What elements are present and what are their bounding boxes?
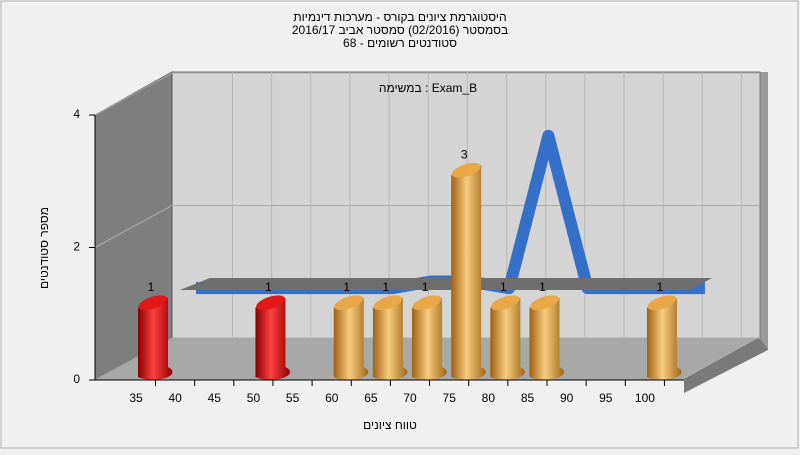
bar-top — [256, 295, 285, 311]
bar — [451, 165, 486, 380]
bar-top — [334, 295, 364, 311]
x-tick-label: 85 — [521, 391, 535, 405]
bar — [529, 297, 565, 380]
y-tick-label: 4 — [73, 107, 80, 121]
x-tick-label: 90 — [560, 391, 574, 405]
x-tick-label: 45 — [208, 391, 222, 405]
chart-title: היסטוגרמת ציונים בקורס - מערכות דינמיות — [293, 10, 506, 24]
value-label: 1 — [343, 280, 350, 294]
bar-top — [490, 295, 520, 311]
chart-subtitle: בסמסטר (02/2016) סמסטר אביב 2016/17 — [292, 23, 508, 37]
grid-line — [94, 205, 173, 248]
y-tick-label: 0 — [73, 372, 80, 386]
bar-top — [451, 162, 481, 178]
y-axis-label: מספר סטודנטים — [37, 207, 51, 289]
x-axis-label: טווח ציונים — [363, 418, 417, 432]
bar-top — [530, 295, 559, 311]
bar-top — [412, 295, 442, 311]
x-tick-label: 80 — [482, 391, 496, 405]
baseline-plane — [180, 278, 712, 290]
bar — [412, 297, 447, 380]
value-label: 1 — [265, 280, 272, 294]
value-label: 1 — [383, 280, 390, 294]
x-tick-label: 95 — [599, 391, 613, 405]
x-tick-label: 35 — [129, 391, 143, 405]
x-tick-label: 50 — [247, 391, 261, 405]
bar-top — [373, 295, 403, 311]
bar-top — [138, 295, 168, 311]
value-label: 1 — [500, 280, 507, 294]
x-tick-label: 65 — [364, 391, 378, 405]
bar-top — [647, 295, 677, 311]
floor-edge — [684, 338, 768, 393]
bar — [372, 297, 408, 380]
x-tick-label: 75 — [443, 391, 457, 405]
value-label: 1 — [657, 280, 664, 294]
bar — [333, 297, 369, 380]
value-label: 3 — [461, 147, 468, 161]
bar — [255, 297, 290, 380]
x-tick-label: 100 — [635, 391, 655, 405]
value-label: 1 — [148, 280, 155, 294]
chart-subtitle: סטודנטים רשומים - 68 — [343, 36, 457, 50]
annotation: במשימה : Exam_B — [379, 81, 477, 95]
value-label: 1 — [539, 280, 546, 294]
value-label: 1 — [422, 280, 429, 294]
x-tick-label: 55 — [286, 391, 300, 405]
bar — [490, 297, 525, 380]
x-tick-label: 40 — [168, 391, 182, 405]
grid-line — [94, 72, 173, 116]
bar — [646, 297, 682, 380]
x-tick-label: 70 — [403, 391, 417, 405]
y-tick-label: 2 — [73, 240, 80, 254]
bar — [138, 297, 173, 380]
x-tick-label: 60 — [325, 391, 339, 405]
